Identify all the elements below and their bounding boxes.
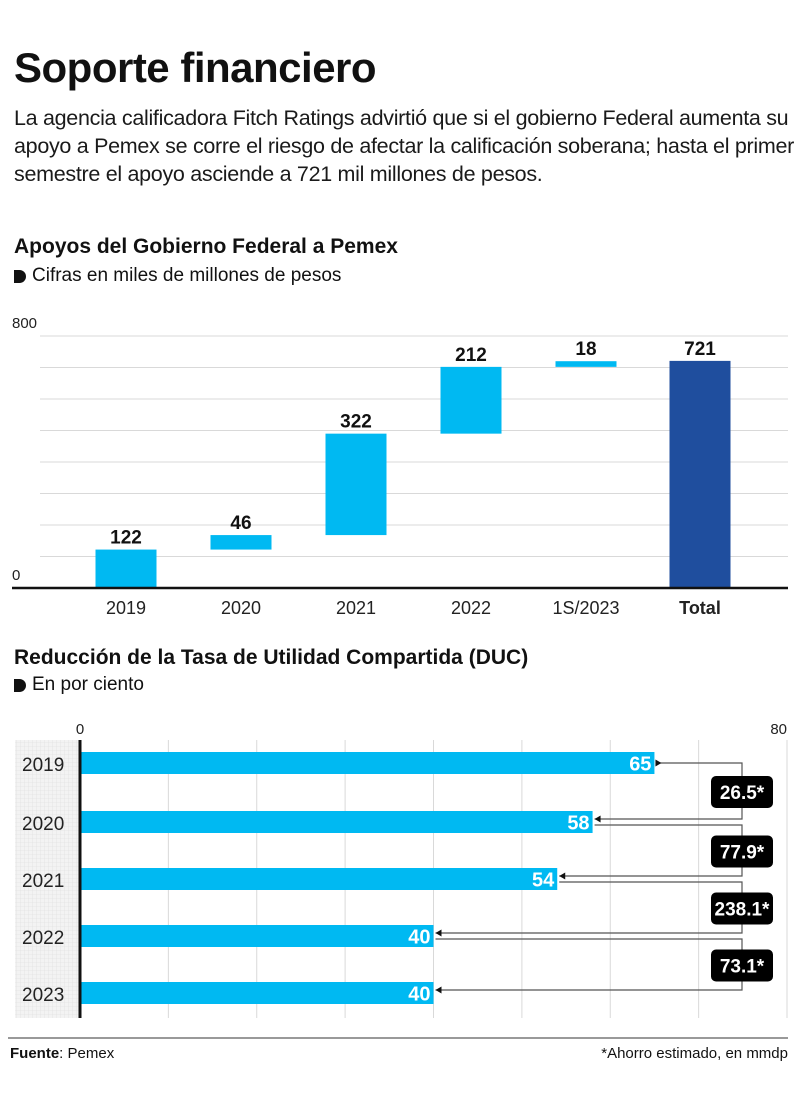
data-label: 212 bbox=[455, 345, 487, 366]
annotation-box bbox=[711, 776, 773, 808]
source-label: Fuente bbox=[10, 1045, 60, 1062]
y-tick-label: 2021 bbox=[22, 871, 64, 892]
data-label: 46 bbox=[230, 513, 251, 534]
annotation-label: 238.1* bbox=[715, 900, 771, 921]
annotation-label: 26.5* bbox=[720, 783, 765, 804]
bar bbox=[81, 982, 434, 1004]
y-tick-label: 2023 bbox=[22, 985, 64, 1006]
bar bbox=[210, 535, 272, 550]
x-tick-label: 0 bbox=[76, 721, 84, 738]
label-background bbox=[15, 740, 80, 1018]
bar bbox=[555, 361, 617, 367]
y-tick-label: 2019 bbox=[22, 755, 64, 776]
x-tick-label: 2019 bbox=[106, 598, 146, 618]
y-tick-label: 2020 bbox=[22, 814, 64, 835]
page-title: Soporte financiero bbox=[14, 44, 377, 91]
chart2-subtitle: En por ciento bbox=[14, 674, 144, 696]
x-tick-label: 80 bbox=[770, 721, 787, 738]
tag-icon bbox=[14, 269, 26, 283]
data-label: 721 bbox=[684, 339, 716, 360]
bar bbox=[81, 752, 655, 774]
data-label: 54 bbox=[532, 870, 555, 892]
bar bbox=[81, 925, 434, 947]
tag-icon bbox=[14, 678, 26, 692]
annotation-label: 73.1* bbox=[720, 957, 765, 978]
data-label: 65 bbox=[629, 754, 651, 776]
data-label: 322 bbox=[340, 412, 372, 433]
arrow-icon bbox=[594, 815, 601, 823]
chart1-subtitle-text: Cifras en miles de millones de pesos bbox=[32, 265, 342, 286]
arrow-icon bbox=[435, 986, 442, 994]
annotation-box bbox=[711, 949, 773, 982]
bar bbox=[81, 811, 593, 833]
bar bbox=[669, 360, 731, 588]
data-label: 40 bbox=[408, 984, 430, 1006]
data-label: 40 bbox=[408, 927, 430, 949]
chart1-title: Apoyos del Gobierno Federal a Pemex bbox=[14, 235, 398, 258]
connector-line bbox=[435, 938, 743, 991]
x-tick-label: 2022 bbox=[451, 598, 491, 618]
waterfall-chart: 800 0 122 2019 46 2020 322 2021 212 2022 18 1S/2023… bbox=[12, 315, 788, 618]
bar bbox=[81, 868, 558, 890]
annotation-box bbox=[711, 892, 773, 925]
bar bbox=[325, 433, 387, 536]
annotation-box bbox=[711, 835, 773, 868]
chart2-title: Reducción de la Tasa de Utilidad Compart… bbox=[14, 646, 529, 669]
intro-text: La agencia calificadora Fitch Ratings ad… bbox=[14, 106, 794, 186]
arrow-icon bbox=[655, 759, 662, 767]
annotation-label: 77.9* bbox=[720, 843, 765, 864]
footnote: *Ahorro estimado, en mmdp bbox=[601, 1045, 788, 1062]
bar bbox=[95, 549, 157, 588]
x-tick-label: 2020 bbox=[221, 598, 261, 618]
x-tick-label: 1S/2023 bbox=[552, 598, 619, 618]
arrow-icon bbox=[435, 929, 442, 937]
x-tick-label: 2021 bbox=[336, 598, 376, 618]
source: Fuente: Pemex bbox=[10, 1045, 114, 1062]
y-tick-label: 2022 bbox=[22, 928, 64, 949]
y-tick-label: 0 bbox=[12, 567, 20, 584]
source-value: : Pemex bbox=[59, 1045, 115, 1062]
chart1-subtitle: Cifras en miles de millones de pesos bbox=[14, 265, 341, 287]
data-label: 122 bbox=[110, 528, 142, 549]
chart2-subtitle-text: En por ciento bbox=[32, 674, 144, 695]
footer-divider bbox=[8, 1037, 788, 1039]
duc-bar-chart: 0 80 65 2019 58 2020 54 2021 40 2022 40 2023 26.5* 77… bbox=[15, 721, 788, 1018]
data-label: 18 bbox=[575, 339, 596, 360]
arrow-icon bbox=[559, 872, 566, 880]
data-label: 58 bbox=[567, 813, 589, 835]
y-tick-label: 800 bbox=[12, 315, 37, 332]
bar bbox=[440, 366, 502, 434]
x-tick-label: Total bbox=[679, 598, 721, 618]
